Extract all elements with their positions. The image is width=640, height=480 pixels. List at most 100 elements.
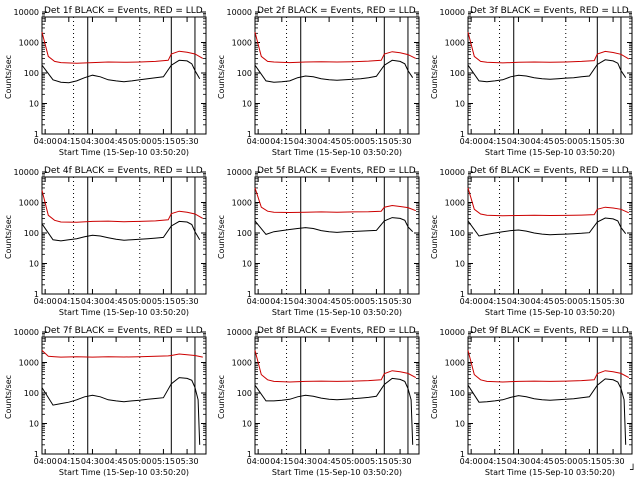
y-tick-label: 100 xyxy=(24,229,39,238)
x-tick-label: 04:15 xyxy=(57,297,80,306)
plot-frame xyxy=(41,176,207,295)
x-axis-label: Start Time (15-Sep-10 03:50:20) xyxy=(485,148,615,157)
x-tick-label: 05:15 xyxy=(365,297,388,306)
x-tick-label: 04:30 xyxy=(294,137,317,146)
x-tick-label: 05:00 xyxy=(128,457,151,466)
x-tick-label: 05:30 xyxy=(176,457,199,466)
y-tick-label: 10 xyxy=(29,100,39,109)
x-axis-label: Start Time (15-Sep-10 03:50:20) xyxy=(272,148,402,157)
x-tick-label: 04:30 xyxy=(294,457,317,466)
x-tick-label: 04:15 xyxy=(483,457,506,466)
y-tick-label: 10000 xyxy=(14,168,39,177)
x-tick-label: 05:00 xyxy=(554,457,577,466)
x-tick-label: 05:00 xyxy=(341,457,364,466)
x-tick-label: 05:15 xyxy=(578,137,601,146)
y-tick-label: 10000 xyxy=(227,328,252,337)
y-tick-label: 1000 xyxy=(232,199,252,208)
y-tick-label: 10000 xyxy=(227,8,252,17)
panel-3: Det 3f BLACK = Events, RED = LLD 1 10 100 10… xyxy=(430,6,633,157)
panel-1: Det 1f BLACK = Events, RED = LLD 1 10 100 10… xyxy=(4,6,207,157)
events-series xyxy=(467,59,627,83)
lld-series xyxy=(254,350,417,383)
y-tick-label: 10 xyxy=(455,100,465,109)
x-tick-label: 04:30 xyxy=(81,457,104,466)
x-tick-label: 04:00 xyxy=(460,297,483,306)
panel-6: Det 6f BLACK = Events, RED = LLD 1 10 100 10… xyxy=(430,166,633,317)
x-tick-label: 04:00 xyxy=(34,457,57,466)
x-tick-label: 04:00 xyxy=(247,457,270,466)
x-tick-label: 05:30 xyxy=(176,297,199,306)
panel-4: Det 4f BLACK = Events, RED = LLD 1 10 100 10… xyxy=(4,166,207,317)
x-axis-label: Start Time (15-Sep-10 03:50:20) xyxy=(485,468,615,477)
x-tick-label: 04:30 xyxy=(294,297,317,306)
x-tick-label: 04:15 xyxy=(57,137,80,146)
x-tick-label: 05:15 xyxy=(365,137,388,146)
panel-8: Det 8f BLACK = Events, RED = LLD 1 10 100 10… xyxy=(217,326,420,477)
y-tick-label: 1 xyxy=(34,130,39,139)
plot-frame xyxy=(467,16,633,135)
x-tick-label: 05:30 xyxy=(389,297,412,306)
y-tick-label: 1000 xyxy=(445,39,465,48)
x-tick-label: 05:00 xyxy=(554,297,577,306)
x-tick-label: 04:15 xyxy=(270,457,293,466)
y-tick-label: 1000 xyxy=(19,39,39,48)
y-tick-label: 1000 xyxy=(232,359,252,368)
x-tick-label: 05:15 xyxy=(578,297,601,306)
x-tick-label: 05:30 xyxy=(602,457,625,466)
y-tick-label: 1 xyxy=(460,130,465,139)
x-tick-label: 05:00 xyxy=(128,137,151,146)
corner-mark: ┘ xyxy=(629,465,636,476)
x-tick-label: 05:00 xyxy=(554,137,577,146)
y-tick-label: 10 xyxy=(455,420,465,429)
x-tick-label: 05:30 xyxy=(602,137,625,146)
plot-frame xyxy=(254,176,420,295)
events-series xyxy=(41,59,201,84)
x-axis-label: Start Time (15-Sep-10 03:50:20) xyxy=(59,148,189,157)
events-series xyxy=(254,59,414,83)
y-tick-label: 100 xyxy=(237,229,252,238)
x-tick-label: 04:45 xyxy=(531,457,554,466)
x-tick-label: 05:30 xyxy=(389,457,412,466)
x-tick-label: 04:45 xyxy=(105,297,128,306)
panel-title: Det 2f BLACK = Events, RED = LLD xyxy=(257,6,416,16)
lld-series xyxy=(41,350,203,358)
panel-2: Det 2f BLACK = Events, RED = LLD 1 10 100 10… xyxy=(217,6,420,157)
lld-series xyxy=(254,187,416,214)
x-axis-label: Start Time (15-Sep-10 03:50:20) xyxy=(485,308,615,317)
y-tick-label: 10000 xyxy=(14,8,39,17)
x-tick-label: 04:00 xyxy=(460,457,483,466)
y-tick-label: 100 xyxy=(24,69,39,78)
x-tick-label: 05:15 xyxy=(152,457,175,466)
events-series xyxy=(254,377,414,445)
x-tick-label: 05:15 xyxy=(365,457,388,466)
x-tick-label: 04:45 xyxy=(105,137,128,146)
events-series xyxy=(41,220,201,242)
y-tick-label: 100 xyxy=(237,69,252,78)
y-tick-label: 10000 xyxy=(14,328,39,337)
lld-series xyxy=(41,31,204,64)
panel-title: Det 3f BLACK = Events, RED = LLD xyxy=(470,6,629,16)
events-series xyxy=(467,378,627,445)
x-axis-label: Start Time (15-Sep-10 03:50:20) xyxy=(59,468,189,477)
x-tick-label: 04:15 xyxy=(483,137,506,146)
panel-7: Det 7f BLACK = Events, RED = LLD 1 10 100 10… xyxy=(4,326,207,477)
y-axis-label: Counts/sec xyxy=(217,55,226,99)
x-tick-label: 04:45 xyxy=(531,137,554,146)
y-tick-label: 10000 xyxy=(440,8,465,17)
x-axis-label: Start Time (15-Sep-10 03:50:20) xyxy=(272,308,402,317)
y-tick-label: 1000 xyxy=(19,199,39,208)
events-series xyxy=(467,217,627,237)
y-tick-label: 1000 xyxy=(19,359,39,368)
panel-9: Det 9f BLACK = Events, RED = LLD 1 10 100 10… xyxy=(430,326,633,477)
panel-title: Det 7f BLACK = Events, RED = LLD xyxy=(44,326,203,336)
plot-frame xyxy=(254,336,420,455)
x-tick-label: 04:45 xyxy=(531,297,554,306)
panel-title: Det 8f BLACK = Events, RED = LLD xyxy=(257,326,416,336)
x-tick-label: 05:30 xyxy=(389,137,412,146)
y-axis-label: Counts/sec xyxy=(217,375,226,419)
events-series xyxy=(41,377,201,445)
y-axis-label: Counts/sec xyxy=(4,55,13,99)
y-axis-label: Counts/sec xyxy=(430,55,439,99)
y-tick-label: 1000 xyxy=(445,359,465,368)
